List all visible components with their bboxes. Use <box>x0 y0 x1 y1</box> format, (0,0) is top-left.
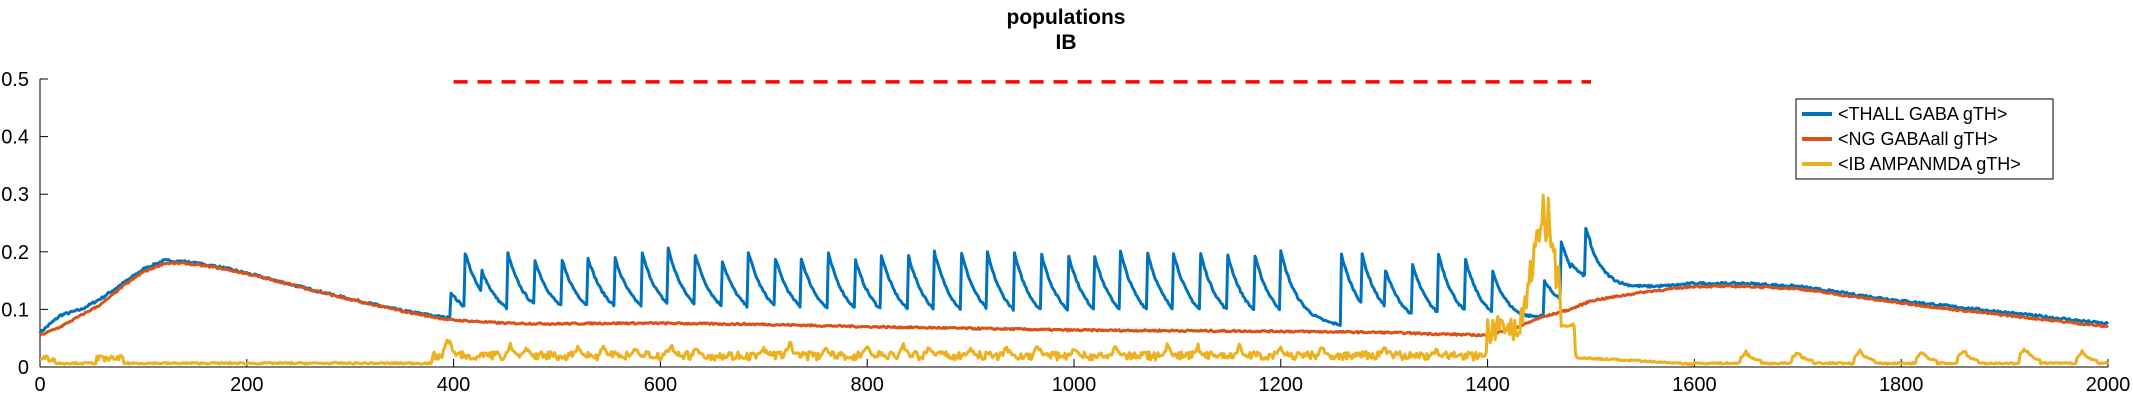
x-tick-label: 1200 <box>1259 374 1304 396</box>
legend-label-ib: <IB AMPANMDA gTH> <box>1838 154 2021 174</box>
chart-subtitle: IB <box>1056 31 1077 54</box>
x-tick-label: 1800 <box>1879 374 1924 396</box>
series-line-2 <box>39 193 2110 367</box>
x-tick-label: 200 <box>230 374 263 396</box>
legend-box <box>1795 98 2054 180</box>
x-tick-label: 1000 <box>1052 374 1097 396</box>
legend-label-thall: <THALL GABA gTH> <box>1838 104 2007 124</box>
x-tick-label: 0 <box>34 374 45 396</box>
y-tick-label: 0.4 <box>1 127 29 149</box>
y-axis: 0 0.1 0.2 0.3 0.4 0.5 <box>1 69 48 379</box>
y-tick-label: 0.2 <box>1 242 29 264</box>
x-tick-label: 400 <box>437 374 470 396</box>
x-tick-label: 600 <box>644 374 677 396</box>
legend: <THALL GABA gTH> <NG GABAall gTH> <IB AM… <box>1795 98 2054 180</box>
y-tick-label: 0.5 <box>1 69 29 91</box>
series-line-1 <box>38 261 2109 338</box>
x-tick-label: 1400 <box>1465 374 1510 396</box>
chart-title: populations <box>1007 6 1126 29</box>
y-tick-label: 0.1 <box>1 299 29 321</box>
x-tick-label: 800 <box>851 374 884 396</box>
x-tick-label: 1600 <box>1672 374 1717 396</box>
series-line-0 <box>38 226 2110 335</box>
legend-label-ng: <NG GABAall gTH> <box>1838 129 1998 149</box>
series-layer <box>38 193 2110 367</box>
y-tick-label: 0 <box>18 357 29 379</box>
x-tick-label: 2000 <box>2086 374 2131 396</box>
x-axis: 0 200 400 600 800 1000 1200 1400 1600 1800 2000 <box>34 359 2130 396</box>
y-tick-label: 0.3 <box>1 184 29 206</box>
